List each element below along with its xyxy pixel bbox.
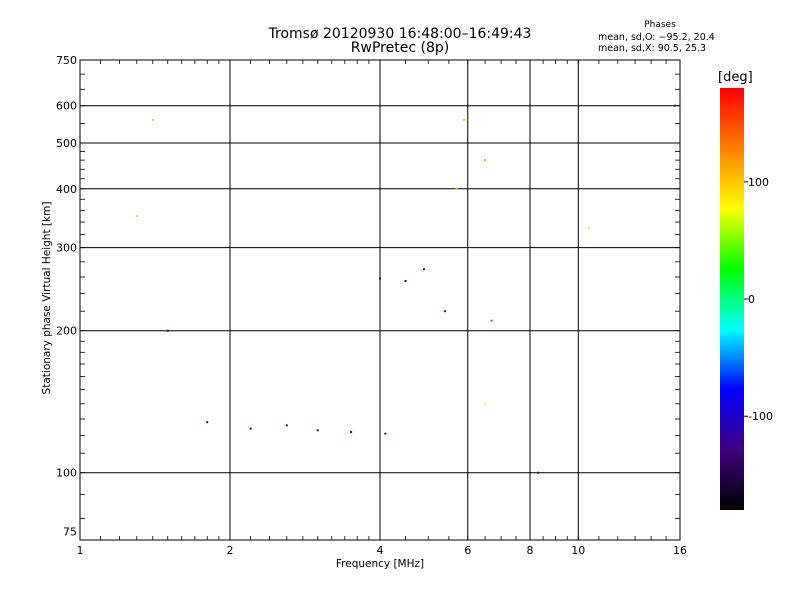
data-point xyxy=(316,429,319,432)
data-point xyxy=(151,118,154,121)
data-point xyxy=(484,402,487,405)
y-tick-label: 750 xyxy=(56,54,77,67)
data-point xyxy=(443,310,446,313)
colorbar-unit-label: [deg] xyxy=(718,70,753,85)
y-tick-label: 300 xyxy=(56,242,77,255)
data-point xyxy=(404,279,407,282)
colorbar-tick-label: 0 xyxy=(748,293,755,306)
colorbar xyxy=(720,88,744,510)
y-axis-label: Stationary phase Virtual Height [km] xyxy=(41,201,53,395)
phases-header: Phases xyxy=(644,20,676,30)
data-point xyxy=(587,227,590,230)
x-tick-label: 4 xyxy=(377,544,384,557)
data-point xyxy=(484,159,487,162)
x-tick-label: 1 xyxy=(77,544,84,557)
data-point xyxy=(463,118,466,121)
x-tick-label: 2 xyxy=(227,544,234,557)
x-tick-label: 6 xyxy=(464,544,471,557)
data-point xyxy=(384,432,387,435)
x-tick-label: 16 xyxy=(673,544,687,557)
data-point xyxy=(422,268,425,271)
phases-o-stats: mean, sd,O: −95.2, 20.4 xyxy=(598,32,715,43)
data-point xyxy=(673,104,676,107)
data-point xyxy=(490,319,493,322)
x-tick-label: 8 xyxy=(527,544,534,557)
chart-subtitle: RwPretec (8p) xyxy=(350,40,450,56)
data-point xyxy=(379,277,381,280)
x-axis-label: Frequency [MHz] xyxy=(335,558,425,570)
data-point xyxy=(455,187,458,190)
data-point xyxy=(206,421,209,424)
data-point xyxy=(249,427,252,430)
y-tick-label: 200 xyxy=(56,325,77,338)
x-tick-label: 10 xyxy=(571,544,585,557)
data-point xyxy=(350,430,353,433)
y-tick-label: 600 xyxy=(56,100,77,113)
data-point xyxy=(135,215,138,218)
colorbar-tick-label: 100 xyxy=(748,176,769,189)
y-tick-label: 75 xyxy=(63,526,77,539)
phases-x-stats: mean, sd,X: 90.5, 25.3 xyxy=(598,43,707,54)
data-point xyxy=(536,471,539,474)
data-point xyxy=(285,424,288,427)
chart-title: Tromsø 20120930 16:48:00–16:49:43 xyxy=(268,26,532,42)
y-tick-label: 400 xyxy=(56,183,77,196)
data-point xyxy=(166,329,169,332)
y-tick-label: 500 xyxy=(56,137,77,150)
colorbar-tick-label: -100 xyxy=(748,410,773,423)
y-tick-label: 100 xyxy=(56,467,77,480)
